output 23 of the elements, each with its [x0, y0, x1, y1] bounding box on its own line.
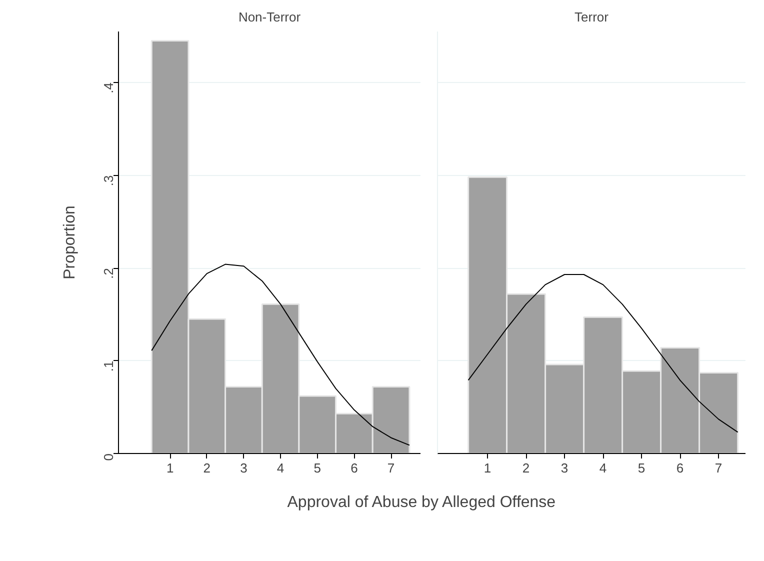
x-tick-label: 1	[166, 460, 174, 476]
y-tick-label: .3	[101, 175, 116, 186]
x-tick-label: 6	[676, 460, 684, 476]
x-tick-label: 4	[276, 460, 284, 476]
y-tick-label: .1	[101, 360, 116, 372]
x-tick-label: 7	[714, 460, 722, 476]
x-tick-label: 3	[560, 460, 568, 476]
x-tick-label: 2	[522, 460, 530, 476]
y-tick-label: 0	[101, 453, 116, 461]
x-tick-label: 2	[203, 460, 211, 476]
y-tick-label: .2	[101, 268, 116, 279]
x-tick-label: 1	[484, 460, 492, 476]
x-tick-label: 3	[240, 460, 248, 476]
x-axis-title: Approval of Abuse by Alleged Offense	[287, 494, 556, 511]
chart-title: Non-Terror	[238, 10, 302, 24]
x-tick-label: 6	[350, 460, 358, 476]
x-tick-label: 7	[387, 460, 395, 476]
y-tick-label: .4	[101, 82, 116, 94]
x-tick-label: 5	[638, 460, 646, 476]
chart-title: Terror	[574, 10, 610, 24]
y-axis-title: Proportion	[62, 206, 78, 280]
x-tick-label: 4	[599, 460, 607, 476]
x-tick-label: 5	[314, 460, 321, 476]
